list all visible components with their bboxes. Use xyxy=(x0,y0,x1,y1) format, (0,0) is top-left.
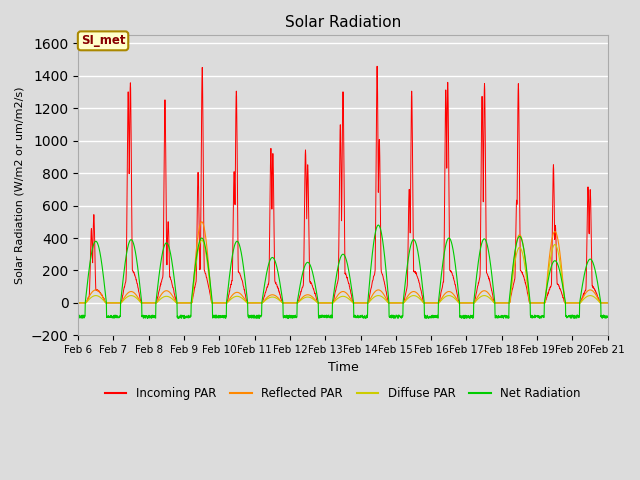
Net Radiation xyxy=(369,242,377,248)
Net Radiation xyxy=(572,313,580,319)
Diffuse PAR xyxy=(497,300,504,306)
Legend: Incoming PAR, Reflected PAR, Diffuse PAR, Net Radiation: Incoming PAR, Reflected PAR, Diffuse PAR… xyxy=(100,382,586,404)
Incoming PAR xyxy=(358,300,366,306)
Diffuse PAR xyxy=(358,300,366,306)
Net Radiation xyxy=(604,314,611,320)
Diffuse PAR xyxy=(572,300,580,306)
Line: Diffuse PAR: Diffuse PAR xyxy=(78,240,607,303)
Net Radiation xyxy=(358,314,365,320)
Title: Solar Radiation: Solar Radiation xyxy=(285,15,401,30)
Y-axis label: Solar Radiation (W/m2 or um/m2/s): Solar Radiation (W/m2 or um/m2/s) xyxy=(15,86,25,284)
Diffuse PAR xyxy=(198,237,205,243)
Diffuse PAR xyxy=(557,267,565,273)
Net Radiation xyxy=(74,315,82,321)
Line: Incoming PAR: Incoming PAR xyxy=(78,66,607,303)
Text: SI_met: SI_met xyxy=(81,35,125,48)
Reflected PAR xyxy=(358,300,366,306)
Incoming PAR xyxy=(604,300,611,306)
Incoming PAR xyxy=(222,300,230,306)
Net Radiation xyxy=(557,276,565,281)
Incoming PAR xyxy=(370,273,378,279)
Line: Net Radiation: Net Radiation xyxy=(78,225,607,318)
Reflected PAR xyxy=(604,300,611,306)
Incoming PAR xyxy=(497,300,505,306)
Reflected PAR xyxy=(557,262,565,268)
Net Radiation xyxy=(222,315,230,321)
Incoming PAR xyxy=(572,300,580,306)
Reflected PAR xyxy=(572,300,580,306)
Net Radiation xyxy=(497,314,505,320)
Incoming PAR xyxy=(74,300,82,306)
Incoming PAR xyxy=(109,300,117,306)
Diffuse PAR xyxy=(222,300,230,306)
Line: Reflected PAR: Reflected PAR xyxy=(78,222,607,303)
Reflected PAR xyxy=(370,290,378,296)
Incoming PAR xyxy=(373,63,381,69)
Reflected PAR xyxy=(74,300,82,306)
Incoming PAR xyxy=(557,289,565,295)
Diffuse PAR xyxy=(370,295,378,300)
Reflected PAR xyxy=(198,219,205,225)
Net Radiation xyxy=(460,315,468,321)
Diffuse PAR xyxy=(604,300,611,306)
Diffuse PAR xyxy=(74,300,82,306)
Reflected PAR xyxy=(497,300,505,306)
Reflected PAR xyxy=(222,300,230,306)
Net Radiation xyxy=(374,222,382,228)
Reflected PAR xyxy=(428,300,435,306)
X-axis label: Time: Time xyxy=(328,360,358,373)
